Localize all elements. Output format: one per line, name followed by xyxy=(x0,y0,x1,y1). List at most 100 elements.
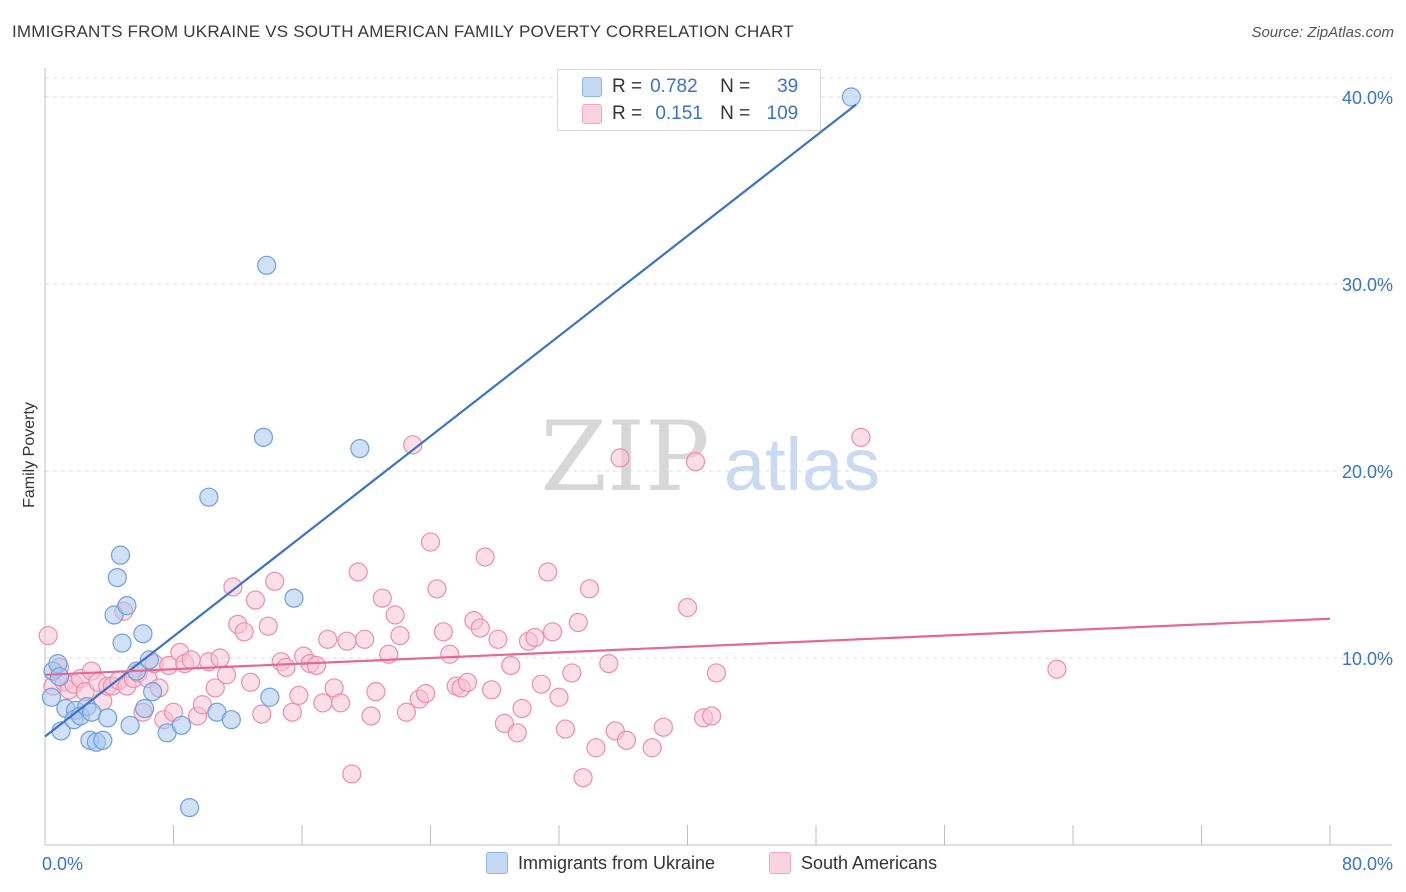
data-point xyxy=(337,631,357,651)
data-point xyxy=(372,588,392,608)
legend-label-ukraine: Immigrants from Ukraine xyxy=(518,852,716,873)
data-point xyxy=(199,487,219,507)
data-point xyxy=(542,622,563,642)
y-tick-label: 40.0% xyxy=(1342,88,1393,108)
axes xyxy=(44,68,1392,846)
legend-r-label: R = xyxy=(612,103,643,124)
data-point xyxy=(245,590,266,610)
data-point xyxy=(171,715,192,735)
data-point xyxy=(481,680,502,700)
data-point xyxy=(366,682,386,702)
data-point xyxy=(112,633,132,653)
data-point xyxy=(49,667,70,687)
data-point xyxy=(221,710,241,730)
data-point xyxy=(181,650,201,670)
data-point xyxy=(433,622,453,642)
legend-row-south-americans: R = 0.151 N = 109 xyxy=(582,102,798,126)
data-point xyxy=(579,579,600,599)
data-point xyxy=(252,704,272,724)
data-point xyxy=(179,797,200,818)
data-point xyxy=(568,612,588,633)
legend-label-south-americans: South Americans xyxy=(801,852,938,873)
data-point xyxy=(133,624,153,644)
data-point xyxy=(616,730,637,750)
data-point xyxy=(525,627,545,648)
legend-swatch-south-americans xyxy=(582,104,602,124)
data-point xyxy=(38,625,58,646)
data-point xyxy=(457,672,478,692)
data-point xyxy=(501,655,521,676)
data-point xyxy=(494,713,514,734)
data-point xyxy=(258,616,278,636)
data-point xyxy=(318,629,338,649)
data-point xyxy=(475,547,495,567)
data-point xyxy=(330,693,351,713)
data-point xyxy=(253,427,274,447)
legend-swatch-ukraine xyxy=(582,77,602,97)
legend-row-ukraine: R = 0.782 N = 39 xyxy=(582,75,798,99)
data-point xyxy=(234,622,254,642)
data-point xyxy=(706,663,727,683)
data-point xyxy=(549,687,569,707)
data-point xyxy=(104,605,124,625)
data-point xyxy=(610,448,630,468)
tick-labels: 10.0% 20.0% 30.0% 40.0% 0.0% 80.0% xyxy=(42,88,1393,874)
legend-n-label: N = xyxy=(720,103,751,124)
data-point xyxy=(139,650,160,670)
data-point xyxy=(110,545,131,565)
chart-title: IMMIGRANTS FROM UKRAINE VS SOUTH AMERICA… xyxy=(12,22,794,41)
data-point xyxy=(265,571,285,591)
data-point xyxy=(427,579,447,599)
trend-line-ukraine xyxy=(44,103,857,738)
data-point xyxy=(385,605,405,625)
data-point xyxy=(117,596,137,616)
y-tick-label: 10.0% xyxy=(1342,649,1393,669)
data-point xyxy=(348,562,368,582)
data-point xyxy=(390,625,410,646)
data-point xyxy=(361,706,381,726)
data-point xyxy=(276,657,296,677)
data-point xyxy=(284,588,304,608)
correlation-legend: R = 0.782 N = 39 R = 0.151 N = 109 xyxy=(557,69,821,131)
data-point xyxy=(653,717,674,737)
data-point xyxy=(642,738,662,758)
legend-n-value: 39 xyxy=(777,76,799,97)
data-point xyxy=(1047,659,1067,679)
data-point xyxy=(420,532,441,552)
data-point xyxy=(685,452,706,472)
legend-swatch-south-americans xyxy=(769,852,791,874)
data-point xyxy=(41,687,62,707)
data-point xyxy=(241,672,261,692)
watermark: ZIP atlas xyxy=(540,401,880,513)
data-point xyxy=(98,708,118,728)
x-tick-label: 80.0% xyxy=(1342,854,1393,874)
legend-r-value: 0.151 xyxy=(655,103,703,124)
legend-item-south-americans: South Americans xyxy=(769,852,937,874)
source-credit: Source: ZipAtlas.com xyxy=(1251,24,1394,41)
data-point xyxy=(210,648,230,668)
data-point xyxy=(841,87,861,107)
data-point xyxy=(107,567,127,588)
data-point xyxy=(205,678,225,698)
legend-r-value: 0.782 xyxy=(650,76,698,97)
data-point xyxy=(573,768,593,788)
data-point xyxy=(677,597,698,618)
data-point xyxy=(851,427,871,447)
data-point xyxy=(562,663,582,683)
gridlines xyxy=(45,77,1392,659)
legend-item-ukraine: Immigrants from Ukraine xyxy=(486,852,715,874)
trend-lines xyxy=(44,103,1331,738)
legend-n-value: 109 xyxy=(766,103,799,124)
data-point xyxy=(355,629,375,649)
series-immigrants-ukraine xyxy=(41,87,861,818)
data-point xyxy=(586,738,606,758)
x-tick-label: 0.0% xyxy=(42,854,83,874)
data-point xyxy=(306,655,327,676)
data-point xyxy=(531,674,551,694)
data-point xyxy=(599,654,619,674)
data-point xyxy=(313,693,333,713)
data-point xyxy=(403,435,423,455)
data-point xyxy=(512,698,532,719)
data-point xyxy=(93,730,113,750)
